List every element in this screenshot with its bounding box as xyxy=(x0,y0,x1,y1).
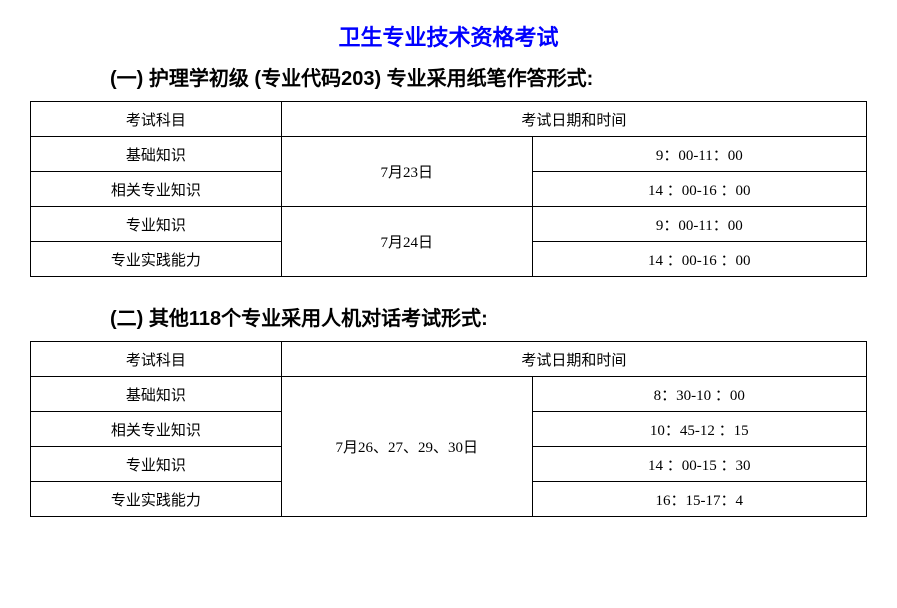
cell-time: 14 ：00-16 ：00 xyxy=(532,242,866,277)
cell-time: 8：30-10 ：00 xyxy=(532,377,866,412)
section2-title: (二) 其他118个专业采用人机对话考试形式: xyxy=(110,302,867,331)
table-row: 专业知识 7月24日 9：00-11：00 xyxy=(31,207,867,242)
table-row: 基础知识 7月26、27、29、30日 8：30-10 ：00 xyxy=(31,377,867,412)
cell-subject: 专业知识 xyxy=(31,207,282,242)
cell-time: 14 ：00-16 ：00 xyxy=(532,172,866,207)
cell-time: 9：00-11：00 xyxy=(532,207,866,242)
cell-subject: 基础知识 xyxy=(31,137,282,172)
cell-time: 14 ：00-15 ：30 xyxy=(532,447,866,482)
cell-subject: 专业知识 xyxy=(31,447,282,482)
cell-time: 10：45-12 ：15 xyxy=(532,412,866,447)
cell-time: 16：15-17：4 xyxy=(532,482,866,517)
cell-date: 7月26、27、29、30日 xyxy=(281,377,532,517)
header-datetime: 考试日期和时间 xyxy=(281,102,866,137)
cell-subject: 相关专业知识 xyxy=(31,172,282,207)
section1-title: (一) 护理学初级 (专业代码203) 专业采用纸笔作答形式: xyxy=(110,62,867,91)
header-subject: 考试科目 xyxy=(31,342,282,377)
table-row: 基础知识 7月23日 9：00-11：00 xyxy=(31,137,867,172)
header-datetime: 考试日期和时间 xyxy=(281,342,866,377)
cell-date: 7月24日 xyxy=(281,207,532,277)
cell-subject: 专业实践能力 xyxy=(31,482,282,517)
header-subject: 考试科目 xyxy=(31,102,282,137)
cell-subject: 专业实践能力 xyxy=(31,242,282,277)
main-title: 卫生专业技术资格考试 xyxy=(30,20,867,52)
cell-subject: 相关专业知识 xyxy=(31,412,282,447)
cell-date: 7月23日 xyxy=(281,137,532,207)
table-section2: 考试科目 考试日期和时间 基础知识 7月26、27、29、30日 8：30-10… xyxy=(30,341,867,517)
table-row: 考试科目 考试日期和时间 xyxy=(31,102,867,137)
cell-time: 9：00-11：00 xyxy=(532,137,866,172)
table-section1: 考试科目 考试日期和时间 基础知识 7月23日 9：00-11：00 相关专业知… xyxy=(30,101,867,277)
table-row: 考试科目 考试日期和时间 xyxy=(31,342,867,377)
cell-subject: 基础知识 xyxy=(31,377,282,412)
